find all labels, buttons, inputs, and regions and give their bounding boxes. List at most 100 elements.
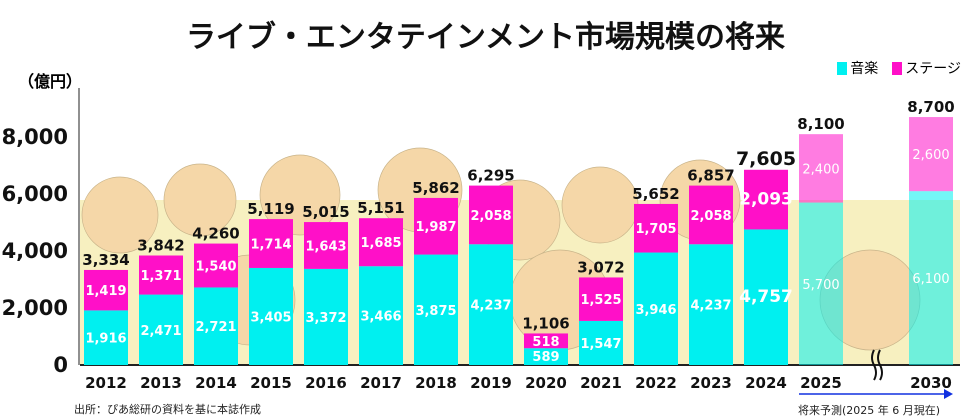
bar-music — [194, 287, 238, 365]
data-label-stage: 2,093 — [739, 190, 793, 210]
total-label: 8,700 — [907, 98, 954, 116]
data-label-music: 589 — [532, 350, 559, 365]
bar-stage — [249, 219, 293, 268]
y-tick-label: 8,000 — [2, 125, 68, 149]
bar-stage — [304, 222, 348, 269]
bar-music — [359, 266, 403, 365]
bar-music — [84, 310, 128, 365]
data-label-music: 3,946 — [635, 303, 676, 318]
data-label-music: 3,405 — [250, 310, 291, 325]
bar-stage — [579, 277, 623, 321]
bar-music — [524, 348, 568, 365]
bar-music — [139, 294, 183, 365]
data-label-stage: 1,987 — [415, 220, 456, 235]
y-tick-label: 0 — [53, 353, 68, 377]
chart-title: ライブ・エンタテインメント市場規模の将来 — [185, 20, 786, 55]
x-tick-label: 2017 — [360, 374, 402, 392]
bar-stage — [84, 269, 128, 311]
y-tick-label: 4,000 — [2, 239, 68, 263]
x-tick-label: 2020 — [525, 374, 567, 392]
bar-stage — [689, 185, 733, 245]
bar-stage — [524, 333, 568, 349]
legend-label-stage: ステージ — [905, 61, 961, 77]
bar-stage — [139, 255, 183, 295]
data-label-music: 4,757 — [739, 287, 793, 307]
bar-music — [909, 191, 953, 365]
legend-item-music: 音楽 — [837, 58, 878, 78]
x-tick-label: 2012 — [85, 374, 127, 392]
axis-break-icon — [871, 349, 883, 381]
data-label-music: 2,471 — [140, 324, 181, 339]
data-label-music: 1,547 — [580, 337, 621, 352]
legend-swatch-music — [837, 62, 848, 75]
total-label: 5,862 — [412, 179, 459, 197]
bar-music — [799, 202, 843, 365]
bar-music — [249, 267, 293, 365]
bar-music — [304, 268, 348, 365]
bar-music — [744, 229, 788, 365]
data-label-stage: 1,714 — [250, 238, 291, 253]
data-label-music: 6,100 — [912, 272, 949, 287]
data-label-music: 1,916 — [85, 332, 126, 347]
bar-music — [634, 252, 678, 365]
total-label: 3,334 — [82, 251, 129, 269]
data-label-stage: 1,525 — [580, 293, 621, 308]
bar-music — [689, 244, 733, 365]
total-label: 5,652 — [632, 185, 679, 203]
data-label-music: 4,237 — [470, 299, 511, 314]
data-label-stage: 1,371 — [140, 269, 181, 284]
x-tick-label: 2015 — [250, 374, 292, 392]
background-head — [561, 166, 639, 244]
total-label: 6,295 — [467, 167, 514, 185]
data-label-music: 5,700 — [802, 278, 839, 293]
bar-stage — [799, 134, 843, 203]
x-tick-label: 2021 — [580, 374, 622, 392]
x-tick-label: 2030 — [910, 374, 952, 392]
total-label: 4,260 — [192, 225, 239, 243]
x-tick-label: 2016 — [305, 374, 347, 392]
bar-music — [579, 320, 623, 365]
legend-label-music: 音楽 — [850, 61, 879, 77]
background-head — [163, 163, 237, 237]
forecast-arrow-head-icon — [944, 389, 953, 399]
total-label: 8,100 — [797, 115, 844, 133]
data-label-stage: 1,643 — [305, 239, 346, 254]
bar-stage — [744, 169, 788, 230]
bar-stage — [359, 218, 403, 267]
total-label: 5,119 — [247, 200, 294, 218]
legend-swatch-stage — [892, 62, 903, 75]
total-label: 6,857 — [687, 167, 734, 185]
data-label-music: 3,372 — [305, 311, 346, 326]
bar-stage — [634, 203, 678, 253]
total-label: 3,842 — [137, 237, 184, 255]
data-label-stage: 2,600 — [912, 148, 949, 163]
total-label: 3,072 — [577, 258, 624, 276]
data-label-stage: 2,058 — [470, 209, 511, 224]
bar-music — [414, 254, 458, 365]
y-axis-label: （億円） — [18, 72, 83, 91]
data-label-stage: 2,400 — [802, 162, 839, 177]
data-label-stage: 1,685 — [360, 236, 401, 251]
bar-music — [469, 244, 513, 365]
background-head — [81, 176, 159, 254]
data-label-stage: 2,058 — [690, 209, 731, 224]
total-label: 5,015 — [302, 203, 349, 221]
data-label-stage: 1,705 — [635, 222, 676, 237]
bar-stage — [909, 117, 953, 192]
data-label-music: 2,721 — [195, 320, 236, 335]
data-label-stage: 1,540 — [195, 260, 236, 275]
data-label-music: 3,466 — [360, 310, 401, 325]
data-label-stage: 518 — [532, 335, 559, 350]
data-label-stage: 1,419 — [85, 284, 126, 299]
x-tick-label: 2013 — [140, 374, 182, 392]
forecast-note: 将来予測(2025 年 6 月現在) — [798, 404, 941, 417]
source-note: 出所：ぴあ総研の資料を基に本誌作成 — [74, 403, 261, 416]
x-tick-label: 2018 — [415, 374, 457, 392]
x-tick-label: 2023 — [690, 374, 732, 392]
bar-stage — [414, 197, 458, 255]
x-tick-label: 2022 — [635, 374, 677, 392]
bar-stage — [194, 243, 238, 288]
y-tick-label: 6,000 — [2, 182, 68, 206]
